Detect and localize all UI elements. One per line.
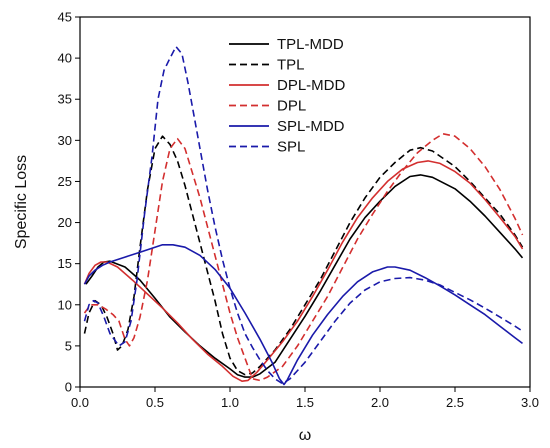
y-tick-label: 10 xyxy=(58,297,72,312)
y-tick-label: 40 xyxy=(58,51,72,66)
legend-label: SPL xyxy=(277,139,305,156)
x-tick-label: 2.5 xyxy=(446,395,464,410)
y-tick-label: 35 xyxy=(58,92,72,107)
x-tick-label: 2.0 xyxy=(371,395,389,410)
legend-label: SPL-MDD xyxy=(277,118,345,135)
x-tick-label: 3.0 xyxy=(521,395,539,410)
x-tick-label: 0.0 xyxy=(71,395,89,410)
legend-background xyxy=(219,32,365,163)
x-axis-title: ω xyxy=(299,427,312,444)
legend-label: TPL xyxy=(277,57,305,74)
y-tick-label: 20 xyxy=(58,215,72,230)
legend-label: DPL-MDD xyxy=(277,77,346,94)
y-tick-label: 0 xyxy=(65,380,72,395)
x-tick-label: 1.5 xyxy=(296,395,314,410)
y-tick-label: 5 xyxy=(65,338,72,353)
y-tick-label: 25 xyxy=(58,174,72,189)
y-axis-title: Specific Loss xyxy=(13,155,30,249)
series-line-tpl-mdd xyxy=(85,174,524,378)
y-tick-label: 30 xyxy=(58,133,72,148)
y-tick-label: 45 xyxy=(58,10,72,25)
x-tick-label: 0.5 xyxy=(146,395,164,410)
series-line-tpl xyxy=(83,135,524,376)
series-line-spl-mdd xyxy=(83,244,523,386)
legend-label: TPL-MDD xyxy=(277,36,344,53)
series-line-dpl-mdd xyxy=(83,160,524,382)
series-line-spl xyxy=(83,45,523,385)
legend-label: DPL xyxy=(277,98,306,115)
legend: TPL-MDD TPL DPL-MDD DPL SPL-MDD SPL xyxy=(219,32,365,163)
series-layer xyxy=(83,45,524,386)
y-tick-label: 15 xyxy=(58,256,72,271)
ticks-layer: 0.0 0.5 1.0 1.5 2.0 2.5 3.0 0 5 10 15 20 25 30 35 40 45 xyxy=(58,10,540,411)
x-tick-label: 1.0 xyxy=(221,395,239,410)
series-line-dpl xyxy=(83,133,524,382)
